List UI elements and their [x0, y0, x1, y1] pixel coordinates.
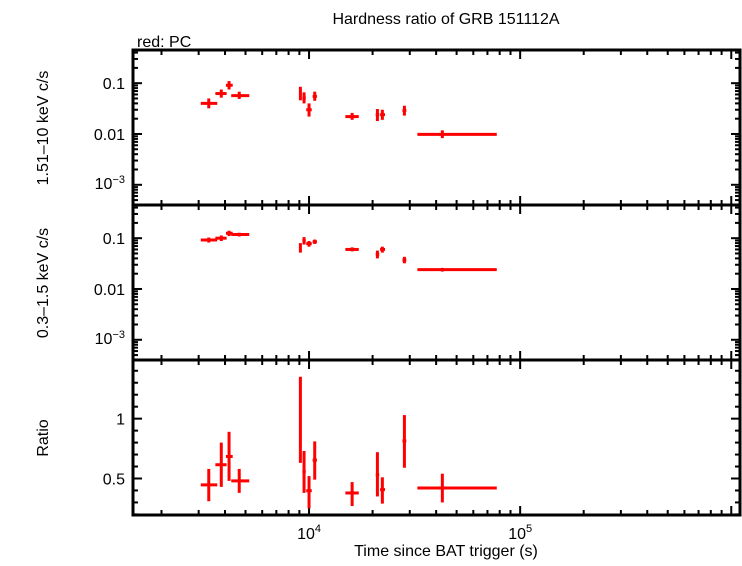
- data-point: [402, 256, 407, 264]
- data-point: [402, 415, 407, 468]
- data-point: [345, 482, 359, 507]
- panel-frame: [131, 358, 742, 517]
- data-point: [306, 241, 312, 247]
- data-point: [380, 109, 386, 120]
- panel-3: 0.5 1 104 105: [103, 358, 742, 543]
- data-point: [417, 473, 497, 503]
- data-point: [215, 442, 227, 487]
- data-point: [200, 98, 218, 109]
- y-tick-label: 0.01: [94, 282, 125, 299]
- data-point: [417, 267, 497, 272]
- chart-subtitle: red: PC: [137, 34, 191, 51]
- data-point: [306, 476, 312, 509]
- data-point: [231, 468, 250, 493]
- data-point: [225, 431, 233, 481]
- y-tick-label: 0.1: [103, 76, 125, 93]
- panel-1: 0.1 0.01 10−3: [94, 48, 742, 207]
- data-point: [417, 130, 497, 139]
- data-point: [312, 441, 317, 480]
- data-point: [306, 103, 312, 117]
- data-point: [231, 91, 250, 99]
- x-tick-label: 105: [508, 523, 532, 543]
- data-point: [200, 468, 218, 502]
- data-point: [298, 86, 302, 101]
- data-point: [200, 237, 218, 243]
- data-point: [312, 91, 317, 101]
- panel3-ylabel: Ratio: [35, 419, 52, 456]
- y-tick-label: 0.5: [103, 471, 125, 488]
- data-point: [345, 112, 359, 120]
- data-point: [302, 237, 306, 245]
- x-tick-label: 104: [297, 523, 321, 543]
- data-point: [345, 247, 359, 252]
- chart-title: Hardness ratio of GRB 151112A: [332, 11, 559, 28]
- panel-frame: [131, 48, 742, 207]
- data-point: [375, 109, 380, 122]
- y-tick-label: 10−3: [95, 174, 125, 193]
- y-tick-label: 10−3: [95, 329, 125, 348]
- data-point: [231, 232, 250, 237]
- panel-2: 0.1 0.01 10−3: [94, 203, 742, 362]
- panel1-ylabel: 1.51–10 keV c/s: [35, 71, 52, 186]
- data-point: [215, 89, 227, 98]
- data-point: [298, 376, 302, 463]
- panel-frame: [131, 203, 742, 362]
- data-point: [380, 246, 386, 253]
- y-tick-label: 1: [116, 412, 125, 429]
- data-point: [402, 105, 407, 116]
- data-point: [375, 250, 380, 259]
- x-axis-label: Time since BAT trigger (s): [354, 543, 538, 560]
- data-point: [380, 477, 386, 504]
- panel2-ylabel: 0.3–1.5 keV c/s: [35, 228, 52, 338]
- data-point: [375, 452, 380, 497]
- y-tick-label: 0.01: [94, 127, 125, 144]
- data-point: [302, 450, 306, 493]
- data-point: [215, 235, 227, 242]
- data-point: [298, 243, 302, 253]
- y-tick-label: 0.1: [103, 231, 125, 248]
- data-point: [225, 81, 233, 90]
- data-point: [312, 239, 317, 244]
- data-point: [302, 92, 306, 104]
